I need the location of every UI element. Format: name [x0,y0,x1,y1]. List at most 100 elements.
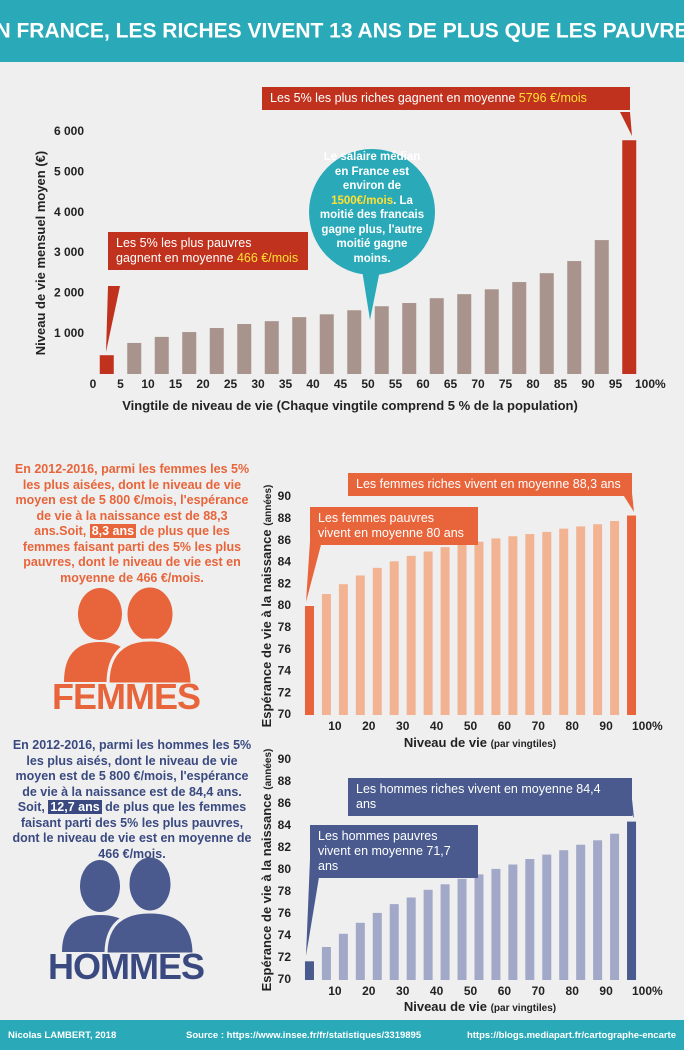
y-tick-label: 88 [278,774,292,788]
callout-tail [306,859,322,956]
bar [567,261,582,374]
x-tick-label: 100% [635,377,666,391]
annotation-part: Le salaire médian en France est environ … [323,151,421,192]
label-part: Espérance de vie à la naissance [259,526,274,728]
y-tick-label: 82 [278,840,292,854]
bar [423,551,433,715]
y-axis-label: Niveau de vie mensuel moyen (€) [33,151,48,355]
bar [264,321,279,374]
bar [512,282,527,374]
callout-tail [106,286,120,352]
annotation-part: Les hommes riches vivent en moyenne 84,4… [356,782,601,811]
y-tick-label: 90 [278,489,292,503]
bar [154,336,169,374]
x-tick-label: 95 [609,377,623,391]
bar [440,884,450,980]
y-tick-label: 76 [278,642,292,656]
label-part: Espérance de vie à la naissance [259,790,274,992]
x-tick-label: 60 [416,377,430,391]
x-tick-label: 45 [334,377,348,391]
bar [622,140,637,374]
bar [525,534,535,715]
x-tick-label: 80 [526,377,540,391]
callout-tail [622,493,634,512]
bar [559,850,569,980]
bar [304,961,314,980]
x-tick-label: 50 [464,984,478,998]
x-tick-label: 10 [141,377,155,391]
bar [474,874,484,980]
y-tick-label: 72 [278,685,292,699]
x-tick-label: 50 [464,719,478,733]
y-tick-label: 84 [278,818,292,832]
x-tick-label: 20 [362,984,376,998]
y-tick-label: 86 [278,533,292,547]
x-tick-label: 100% [632,984,663,998]
bar [321,947,331,980]
x-tick-label: 50 [361,377,375,391]
footer-source: Source : https://www.insee.fr/fr/statist… [186,1030,422,1041]
annotation: Les 5% les plus riches gagnent en moyenn… [262,87,630,110]
bar [484,289,499,374]
y-axis-label: Espérance de vie à la naissance (années) [259,485,274,728]
x-tick-label: 70 [471,377,485,391]
bar [389,904,399,980]
y-tick-label: 76 [278,906,292,920]
bar [237,323,252,374]
annotation: Les hommes riches vivent en moyenne 84,4… [348,778,632,816]
label-part: (années) [263,749,274,790]
bar [610,520,620,715]
y-tick-label: 5 000 [54,165,84,179]
callout-tail [362,270,380,320]
bar [627,515,637,715]
women-icon [64,584,194,686]
bar [127,342,142,374]
bar [610,833,620,980]
bar [542,531,552,715]
bar [508,864,518,980]
bar [304,606,314,715]
label-part: (par vingtiles) [491,1003,557,1014]
y-tick-label: 70 [278,707,292,721]
x-tick-label: 15 [169,377,183,391]
x-tick-label: 100% [632,719,663,733]
bar [292,317,307,374]
callout-tail [306,541,322,602]
women-label: FEMMES [51,676,201,717]
x-tick-label: 0 [90,377,97,391]
bar [321,594,331,715]
bar [508,536,518,715]
annotation-part: Les 5% les plus riches gagnent en moyenn… [270,91,519,105]
bar [372,567,382,715]
annotation-part: Les 5% les plus pauvres gagnent en moyen… [116,236,252,265]
bar [182,332,197,374]
x-tick-label: 20 [362,719,376,733]
bar [559,528,569,715]
annotation-part: Les hommes pauvres vivent en moyenne 71,… [318,829,451,873]
bar [542,854,552,980]
bar [491,868,501,980]
y-tick-label: 3 000 [54,245,84,259]
y-tick-label: 6 000 [54,124,84,138]
bar [457,544,467,715]
annotation-part: Les femmes riches vivent en moyenne 88,3… [356,477,621,491]
annotation-part: Les femmes pauvres vivent en moyenne 80 … [318,511,464,540]
annotation: Les hommes pauvres vivent en moyenne 71,… [310,825,478,878]
bar [338,933,348,980]
y-tick-label: 74 [278,664,292,678]
y-tick-label: 70 [278,972,292,986]
y-tick-label: 1 000 [54,326,84,340]
x-tick-label: 60 [498,719,512,733]
women-paragraph: En 2012-2016, parmi les femmes les 5% le… [10,462,254,586]
label-part: Vingtile de niveau de vie (Chaque vingti… [122,398,578,413]
x-tick-label: 5 [117,377,124,391]
x-tick-label: 75 [499,377,513,391]
bar [389,561,399,715]
bar [440,547,450,715]
footer-author: Nicolas LAMBERT, 2018 [8,1030,117,1041]
bar [594,240,609,374]
bar [338,584,348,715]
bar [627,821,637,980]
header-band [0,0,684,62]
